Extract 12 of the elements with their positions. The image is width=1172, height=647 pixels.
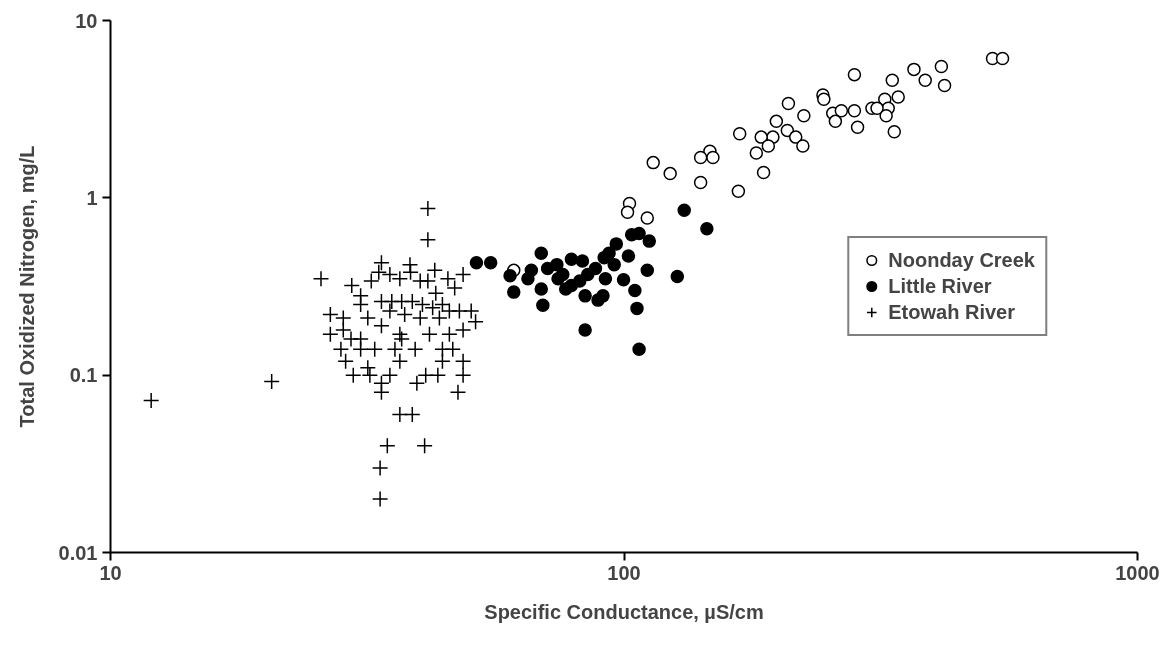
legend-label: Noonday Creek — [888, 248, 1035, 272]
y-tick-label: 0.1 — [69, 364, 98, 387]
y-axis-title: Total Oxidized Nitrogen, mg/L — [15, 145, 38, 428]
y-tick-label: 0.01 — [58, 541, 98, 564]
x-tick-label: 1000 — [1115, 561, 1160, 584]
y-tick-label: 10 — [75, 9, 98, 32]
legend-label: Etowah River — [888, 300, 1015, 324]
legend-label: Little River — [888, 274, 992, 298]
y-tick-label: 1 — [86, 186, 98, 209]
x-tick-label: 100 — [607, 561, 641, 584]
x-axis-title: Specific Conductance, µS/cm — [484, 600, 764, 623]
x-tick-label: 10 — [99, 561, 122, 584]
